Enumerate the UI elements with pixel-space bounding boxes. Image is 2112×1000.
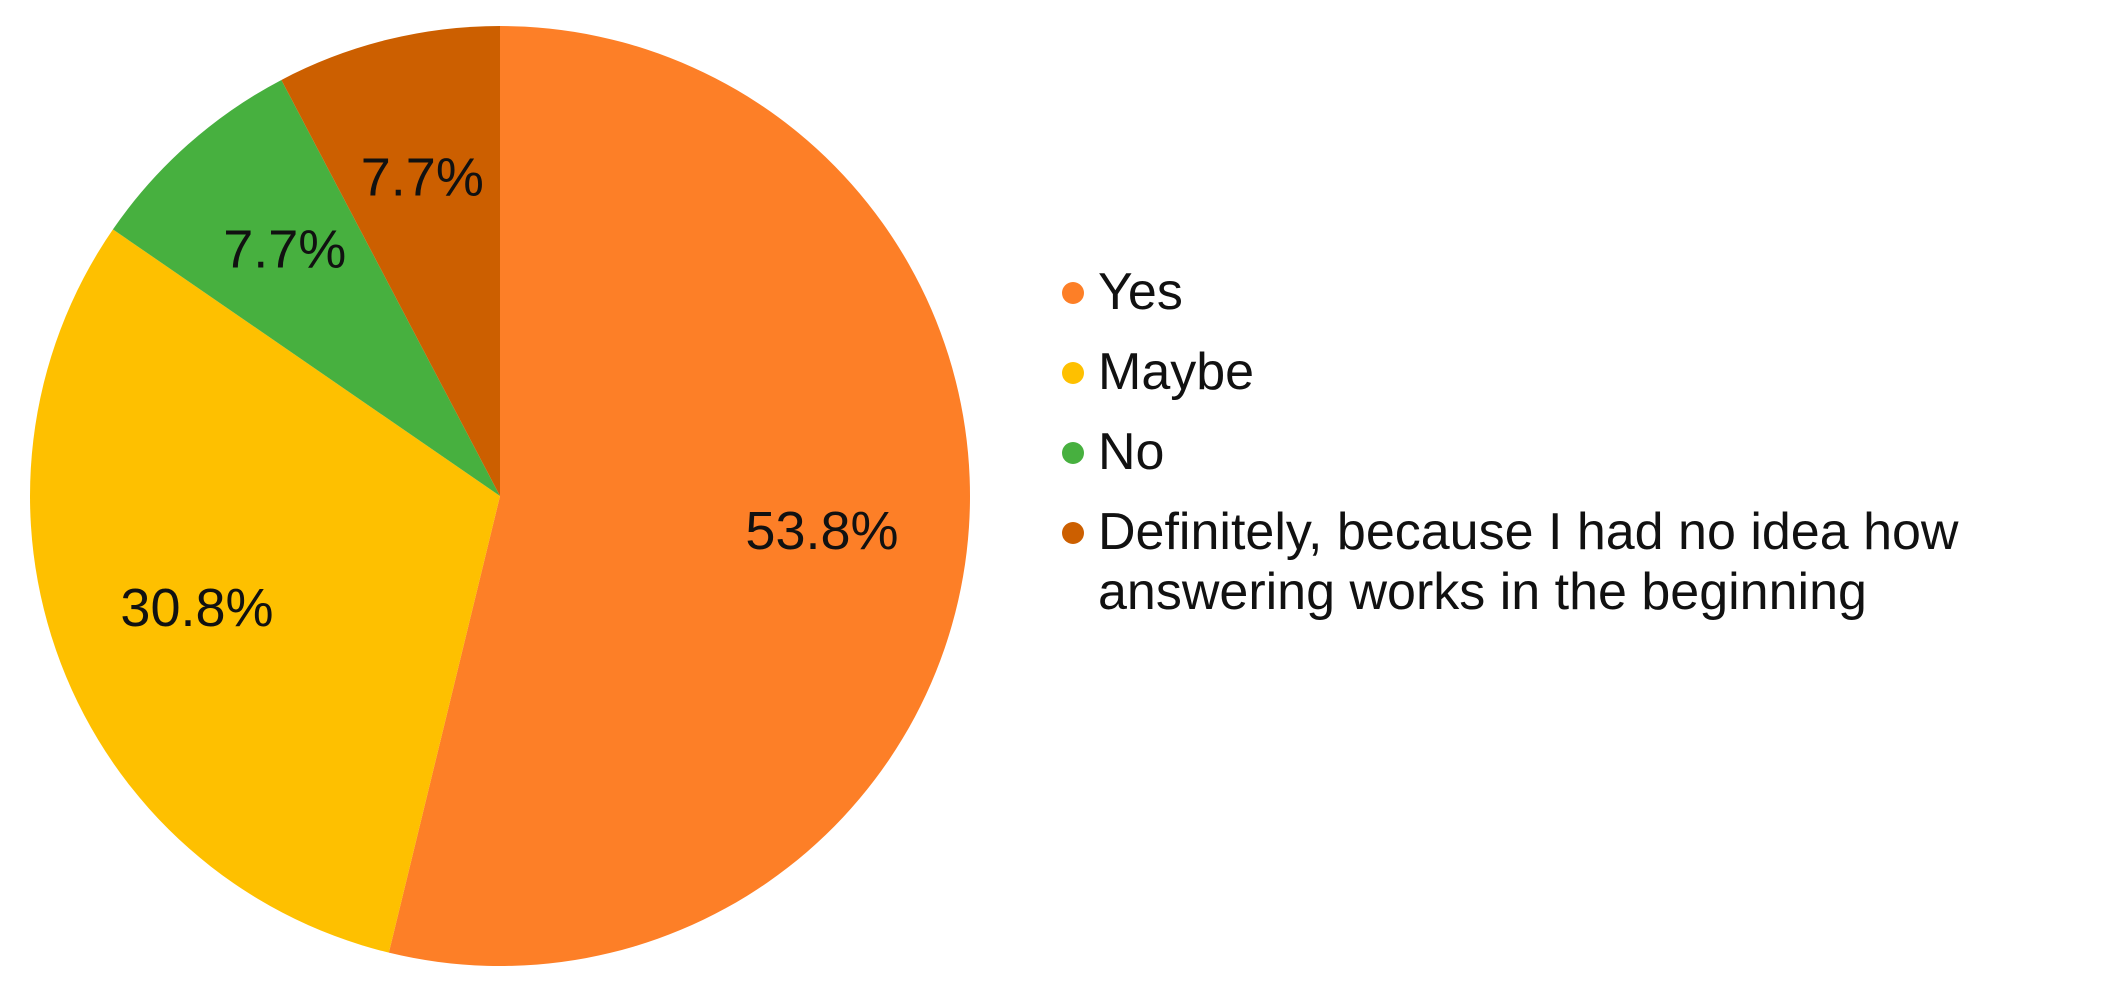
legend-marker [1062, 442, 1084, 464]
legend: Yes Maybe No Definitely, because I had no i… [1062, 262, 2092, 642]
data-label: 30.8% [120, 578, 273, 638]
pie-slice [281, 26, 500, 496]
legend-label: Definitely, because I had no idea how an… [1098, 503, 1959, 621]
data-label: 7.7% [361, 147, 484, 207]
data-label: 7.7% [223, 220, 346, 280]
legend-item: Maybe [1062, 342, 2092, 402]
pie-slice [30, 229, 501, 953]
pie-slice [388, 26, 971, 966]
legend-label: Yes [1098, 263, 1183, 321]
legend-item: No [1062, 422, 2092, 482]
legend-item: Definitely, because I had no idea how an… [1062, 502, 2092, 622]
legend-label: No [1098, 423, 1165, 481]
pie-slice [112, 79, 500, 496]
legend-item: Yes [1062, 262, 2092, 322]
legend-marker [1062, 282, 1084, 304]
legend-label: Maybe [1098, 343, 1255, 401]
data-label: 53.8% [745, 501, 898, 561]
legend-marker [1062, 362, 1084, 384]
legend-marker [1062, 522, 1084, 544]
